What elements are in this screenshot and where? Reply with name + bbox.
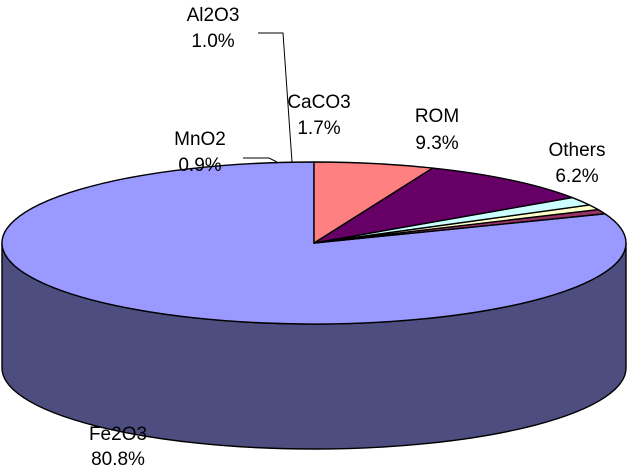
pie-slices	[1, 161, 627, 325]
label-value-mno2: 0.9%	[178, 155, 221, 176]
label-value-caco3: 1.7%	[297, 118, 340, 139]
slice-others	[313, 161, 434, 244]
label-name-caco3: CaCO3	[287, 92, 350, 113]
label-value-others: 6.2%	[555, 166, 598, 187]
label-name-al2o3: Al2O3	[187, 5, 240, 26]
label-value-rom: 9.3%	[415, 133, 458, 154]
leader-line-al2o3	[258, 32, 293, 163]
label-name-mno2: MnO2	[174, 129, 226, 150]
label-name-fe2o3: Fe2O3	[89, 424, 147, 445]
slice-rom	[313, 167, 573, 244]
label-value-al2o3: 1.0%	[191, 31, 234, 52]
label-name-others: Others	[548, 140, 605, 161]
leader-line-mno2	[243, 157, 278, 163]
label-name-rom: ROM	[415, 106, 459, 127]
leader-lines	[243, 32, 293, 163]
label-value-fe2o3: 80.8%	[91, 449, 145, 470]
slice-fe2o3	[1, 161, 627, 325]
